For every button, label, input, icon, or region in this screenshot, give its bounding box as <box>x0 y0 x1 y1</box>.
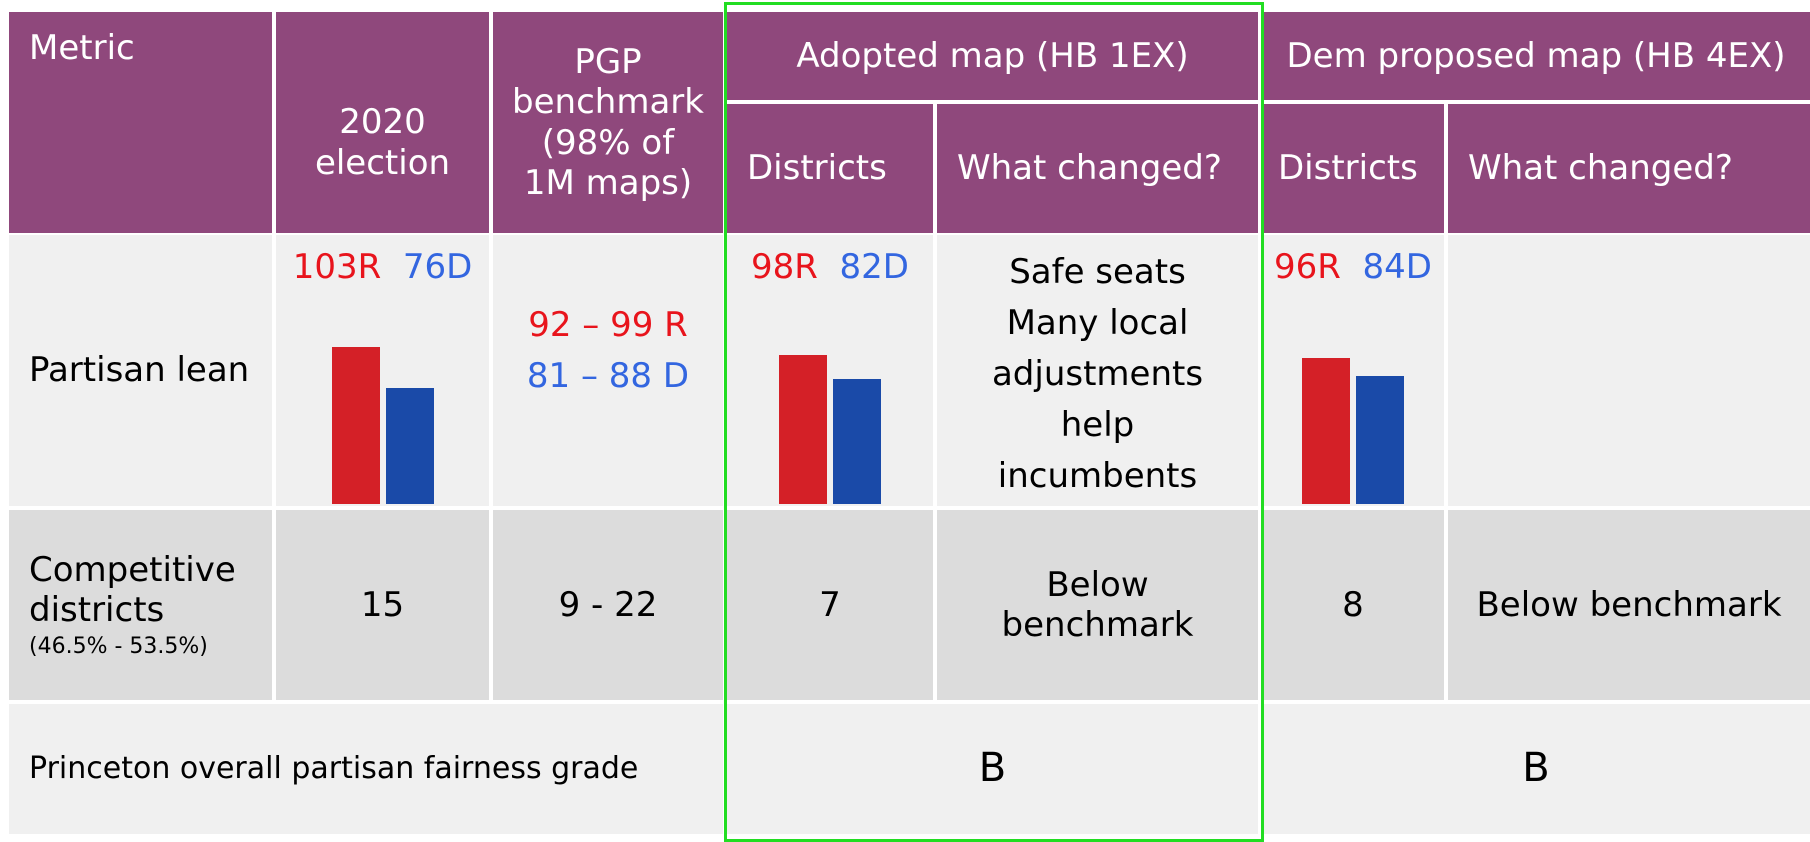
cell: 8 <box>1262 510 1444 700</box>
cell <box>1448 235 1810 506</box>
header-changed: What changed? <box>937 104 1258 233</box>
row-label: Partisan lean <box>9 235 272 506</box>
grade: B <box>727 704 1258 834</box>
row-label: Competitive districts (46.5% - 53.5%) <box>9 510 272 700</box>
d-label: 84D <box>1362 247 1432 287</box>
cell: 7 <box>727 510 933 700</box>
pgp-r: 92 – 99 R <box>528 304 688 345</box>
label: Competitive districts <box>29 549 236 631</box>
row-label: Princeton overall partisan fairness grad… <box>9 704 723 834</box>
r-label: 96R <box>1274 247 1341 287</box>
cell: 98R 82D <box>727 235 933 506</box>
cell: 9 - 22 <box>493 510 723 700</box>
header-districts: Districts <box>727 104 933 233</box>
bar <box>1302 358 1350 504</box>
header-dem: Dem proposed map (HB 4EX) <box>1262 12 1810 100</box>
cell: Below benchmark <box>937 510 1258 700</box>
header-pgp: PGP benchmark (98% of 1M maps) <box>493 12 723 233</box>
bar <box>779 355 827 504</box>
cell: Safe seats Many local adjustments help i… <box>937 235 1258 506</box>
pgp-d: 81 – 88 D <box>526 355 690 396</box>
note: (46.5% - 53.5%) <box>29 634 208 660</box>
seat-labels: 98R 82D <box>751 247 909 287</box>
header-adopted: Adopted map (HB 1EX) <box>727 12 1258 100</box>
header-2020: 2020 election <box>276 12 489 233</box>
bar <box>385 388 434 504</box>
bar <box>1356 376 1404 504</box>
cell: 96R 84D <box>1262 235 1444 506</box>
cell: 92 – 99 R 81 – 88 D <box>493 235 723 506</box>
header-metric: Metric <box>9 12 272 233</box>
d-label: 82D <box>839 247 909 287</box>
header-changed: What changed? <box>1448 104 1810 233</box>
cell: 15 <box>276 510 489 700</box>
r-label: 98R <box>751 247 818 287</box>
header-districts: Districts <box>1262 104 1444 233</box>
grade: B <box>1262 704 1810 834</box>
cell: 103R 76D <box>276 235 489 506</box>
seat-labels: 96R 84D <box>1274 247 1432 287</box>
seat-labels: 103R 76D <box>293 247 473 287</box>
r-label: 103R <box>292 247 382 287</box>
d-label: 76D <box>402 247 473 287</box>
cell: Below benchmark <box>1448 510 1810 700</box>
bar <box>833 379 881 504</box>
highlight-box <box>724 2 1264 842</box>
bar <box>331 347 380 504</box>
